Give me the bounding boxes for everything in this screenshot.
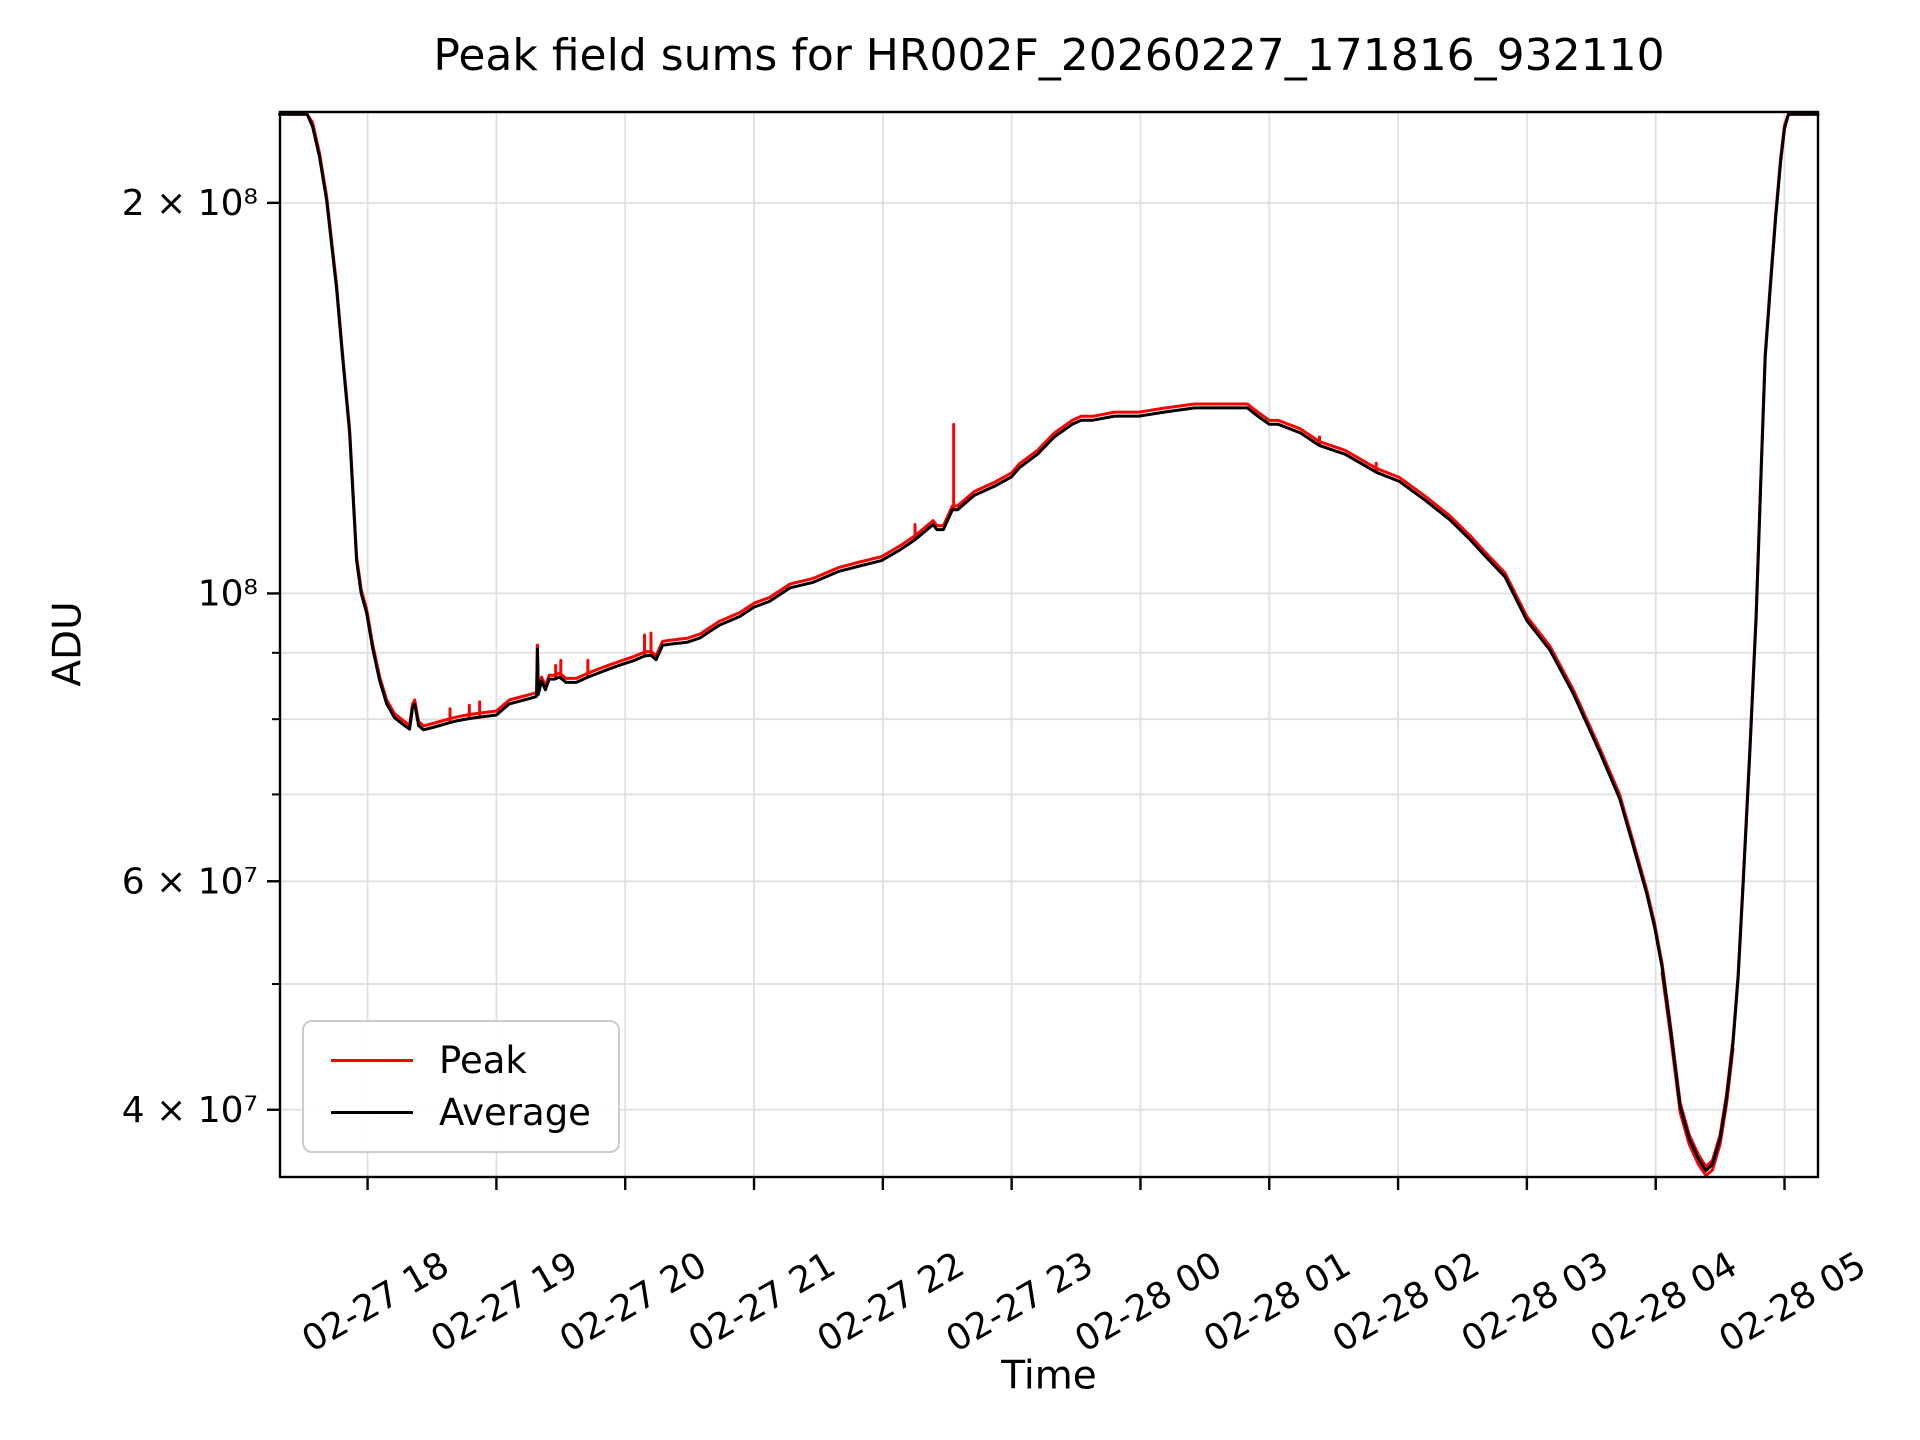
- x-tick-label: 02-28 04: [1584, 1244, 1745, 1360]
- x-tick-label: 02-28 00: [1068, 1244, 1229, 1360]
- legend-label-peak: Peak: [439, 1038, 527, 1082]
- y-tick-label: 10⁸: [198, 573, 258, 614]
- y-tick-label: 4 × 10⁷: [122, 1090, 258, 1131]
- average-line: [278, 112, 1820, 1173]
- x-tick-label: 02-27 20: [553, 1244, 714, 1360]
- peak-line-lower-fringe: [1660, 971, 1735, 1177]
- y-tick-label: 2 × 10⁸: [122, 183, 258, 224]
- peak-line-swatch: [331, 1058, 413, 1062]
- x-tick-label: 02-27 22: [811, 1244, 972, 1360]
- x-tick-label: 02-28 02: [1326, 1244, 1487, 1360]
- x-tick-label: 02-28 03: [1455, 1244, 1616, 1360]
- y-tick-label: 6 × 10⁷: [122, 861, 258, 902]
- x-tick-label: 02-27 18: [295, 1244, 456, 1360]
- average-line-swatch: [331, 1111, 413, 1115]
- legend-label-average: Average: [439, 1091, 591, 1135]
- x-tick-label: 02-28 05: [1712, 1244, 1873, 1360]
- chart-title: Peak field sums for HR002F_20260227_1718…: [433, 30, 1665, 81]
- axes-spines: [278, 110, 1820, 1179]
- x-axis-label: Time: [1001, 1353, 1097, 1399]
- y-axis-label: ADU: [45, 601, 91, 687]
- x-tick-label: 02-27 21: [682, 1244, 843, 1360]
- legend-item-average: Average: [304, 1094, 618, 1131]
- peak-line: [278, 112, 1820, 1169]
- x-tick-label: 02-28 01: [1197, 1244, 1358, 1360]
- legend-item-peak: Peak: [304, 1042, 618, 1079]
- legend: Peak Average: [302, 1020, 620, 1153]
- x-tick-label: 02-27 19: [424, 1244, 585, 1360]
- x-tick-label: 02-27 23: [939, 1244, 1100, 1360]
